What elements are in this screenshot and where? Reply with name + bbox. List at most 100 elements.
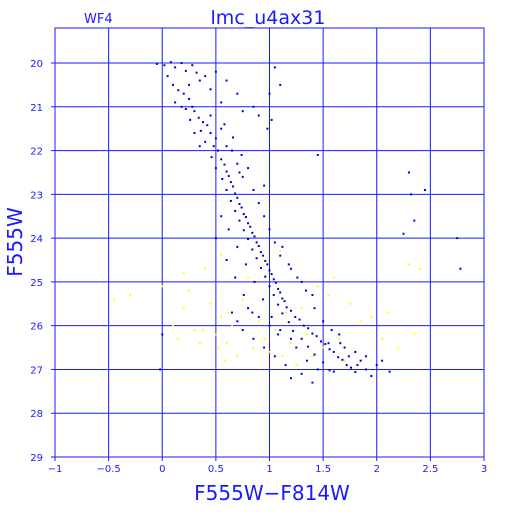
data-point xyxy=(319,340,322,343)
data-point xyxy=(242,213,245,216)
data-point xyxy=(177,337,180,340)
data-point xyxy=(281,297,284,300)
data-point xyxy=(251,311,254,314)
data-point xyxy=(214,333,217,336)
data-point xyxy=(236,162,239,165)
data-point xyxy=(234,276,237,279)
data-point xyxy=(281,245,284,248)
data-point xyxy=(225,188,228,191)
data-point xyxy=(316,368,319,371)
data-point xyxy=(161,285,164,288)
data-point xyxy=(327,342,330,345)
data-point xyxy=(206,124,209,127)
data-point xyxy=(129,294,132,297)
data-point xyxy=(348,302,351,305)
data-point xyxy=(287,321,290,324)
data-point xyxy=(289,267,292,270)
data-point xyxy=(370,375,373,378)
data-point xyxy=(232,136,235,139)
y-tick-label: 27 xyxy=(30,365,43,376)
data-point xyxy=(279,250,282,253)
data-point xyxy=(236,196,239,199)
data-point xyxy=(386,311,389,314)
data-point xyxy=(324,343,327,346)
data-point xyxy=(338,337,341,340)
data-point xyxy=(223,123,226,126)
data-point xyxy=(302,324,305,327)
data-point xyxy=(328,348,331,351)
data-point xyxy=(339,342,342,345)
data-point xyxy=(223,359,226,362)
data-point xyxy=(236,320,239,323)
data-point xyxy=(202,121,205,124)
data-point xyxy=(159,368,162,371)
data-point xyxy=(257,202,260,205)
data-point xyxy=(198,79,201,82)
data-point xyxy=(343,359,346,362)
data-point xyxy=(354,350,357,353)
data-point xyxy=(292,329,295,332)
data-point xyxy=(225,342,228,345)
data-point xyxy=(268,92,271,95)
data-point xyxy=(209,302,212,305)
panel-label: WF4 xyxy=(84,12,113,27)
data-point xyxy=(234,192,237,195)
data-point xyxy=(249,225,252,228)
data-point xyxy=(169,61,172,64)
data-point xyxy=(350,366,353,369)
data-point xyxy=(332,276,335,279)
data-point xyxy=(180,62,183,65)
data-point xyxy=(247,167,250,170)
data-point xyxy=(259,266,262,269)
data-point xyxy=(240,153,243,156)
data-point xyxy=(220,101,223,104)
data-point xyxy=(370,315,373,318)
x-tick-label: 1.5 xyxy=(315,464,331,475)
data-point xyxy=(311,381,314,384)
data-point xyxy=(322,361,325,364)
data-point xyxy=(279,291,282,294)
data-point xyxy=(236,355,239,358)
data-point xyxy=(241,298,244,301)
data-point xyxy=(375,364,378,367)
data-point xyxy=(180,105,183,108)
data-point xyxy=(283,300,286,303)
data-point xyxy=(204,75,207,78)
data-point xyxy=(209,114,212,117)
ticks-layer: −1 −0.5 0 0.5 1 1.5 2 2.5 3 20 21 22 23 24 25 26 27 28 29 xyxy=(30,59,487,475)
data-point xyxy=(289,377,292,380)
data-point xyxy=(356,364,359,367)
data-point xyxy=(177,89,180,92)
data-point xyxy=(210,156,213,159)
data-point xyxy=(214,70,217,73)
data-point xyxy=(289,337,292,340)
data-point xyxy=(300,307,303,310)
data-point xyxy=(241,110,244,113)
x-tick-label: 2 xyxy=(374,464,380,475)
data-point xyxy=(236,245,239,248)
data-point xyxy=(259,251,262,254)
data-point xyxy=(263,215,266,218)
points-layer xyxy=(112,61,462,384)
data-point xyxy=(347,355,350,358)
data-point xyxy=(407,171,410,174)
data-point xyxy=(268,285,271,288)
data-point xyxy=(220,315,223,318)
data-point xyxy=(223,163,226,166)
data-point xyxy=(220,215,223,218)
data-point xyxy=(268,350,271,353)
data-point xyxy=(330,329,333,332)
data-point xyxy=(257,320,260,323)
data-point xyxy=(198,145,201,148)
x-axis-label: F555W−F814W xyxy=(194,481,350,505)
x-tick-label: −1 xyxy=(48,464,63,475)
data-point xyxy=(227,228,230,231)
data-point xyxy=(262,298,265,301)
data-point xyxy=(247,276,250,279)
data-point xyxy=(407,263,410,266)
data-point xyxy=(220,254,223,257)
data-point xyxy=(264,275,267,278)
data-point xyxy=(277,303,280,306)
data-point xyxy=(332,350,335,353)
data-point xyxy=(266,127,269,130)
